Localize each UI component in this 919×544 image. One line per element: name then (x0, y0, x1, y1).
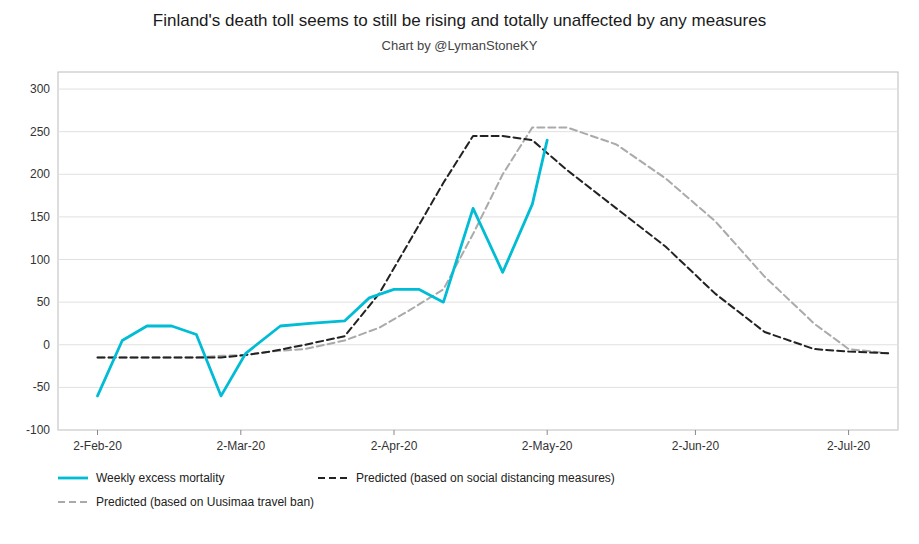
subtitle: Chart by @LymanStoneKY (382, 38, 538, 53)
x-tick-label: 2-May-20 (522, 439, 573, 453)
x-tick-label: 2-Feb-20 (73, 439, 122, 453)
grid-line (58, 131, 898, 132)
x-tick (695, 430, 696, 435)
x-axis: 2-Feb-20 2-Mar-20 2-Apr-20 2-May-20 2-Jun-20… (73, 430, 870, 453)
y-tick-label: 200 (30, 167, 50, 181)
y-tick-label: 100 (30, 253, 50, 267)
x-tick (240, 430, 241, 435)
y-tick-label: 150 (30, 210, 50, 224)
y-tick-label: -50 (33, 380, 51, 394)
grid-line (58, 387, 898, 388)
x-tick (547, 430, 548, 435)
plot-frame (58, 72, 898, 430)
grid-line (58, 344, 898, 345)
grid-line (58, 430, 898, 431)
y-tick-label: -100 (26, 423, 50, 437)
series-line (98, 136, 889, 358)
x-tick-label: 2-Apr-20 (371, 439, 418, 453)
x-tick-label: 2-Mar-20 (216, 439, 265, 453)
grid-line (58, 302, 898, 303)
x-tick (394, 430, 395, 435)
legend-label: Predicted (based on Uusimaa travel ban) (96, 495, 314, 509)
y-axis: -100 -50 0 50 100 150 200 250 300 (26, 82, 898, 437)
y-tick-label: 50 (37, 295, 51, 309)
y-tick-label: 250 (30, 125, 50, 139)
legend-swatch (318, 477, 348, 479)
x-tick-label: 2-Jul-20 (827, 439, 871, 453)
y-tick-label: 0 (43, 338, 50, 352)
x-tick (97, 430, 98, 435)
title: Finland's death toll seems to still be r… (153, 11, 766, 30)
x-tick (848, 430, 849, 435)
legend-swatch (58, 477, 88, 480)
chart: Finland's death toll seems to still be r… (0, 0, 919, 544)
grid-line (58, 174, 898, 175)
legend-label: Weekly excess mortality (96, 471, 224, 485)
grid-line (58, 259, 898, 260)
series-line (98, 127, 889, 357)
legend-label: Predicted (based on social distancing me… (356, 471, 615, 485)
series-line (98, 140, 548, 396)
legend: Weekly excess mortality Predicted (based … (58, 471, 615, 509)
grid-line (58, 89, 898, 90)
x-tick-label: 2-Jun-20 (672, 439, 720, 453)
lines (98, 127, 889, 396)
y-tick-label: 300 (30, 82, 50, 96)
legend-swatch (58, 501, 88, 503)
